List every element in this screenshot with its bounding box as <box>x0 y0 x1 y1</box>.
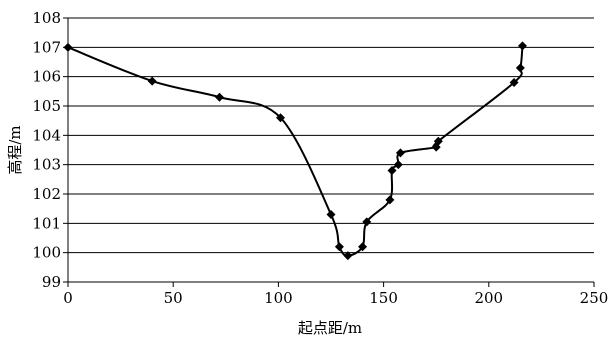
x-tick-label: 100 <box>264 289 293 307</box>
y-tick-label: 101 <box>32 214 61 232</box>
data-point <box>515 63 525 73</box>
x-tick-label: 250 <box>580 289 608 307</box>
y-tick-label: 102 <box>32 185 61 203</box>
x-tick-labels: 0 50 100 150 200 250 <box>63 289 608 307</box>
x-tick-label: 50 <box>164 289 183 307</box>
x-tick-label: 200 <box>474 289 503 307</box>
series-line <box>67 45 524 257</box>
data-point <box>517 41 527 51</box>
data-point <box>358 242 368 252</box>
data-point <box>334 242 344 252</box>
data-point <box>326 210 336 220</box>
data-point <box>387 166 397 176</box>
y-tick-label: 103 <box>32 156 61 174</box>
x-axis-title: 起点距/m <box>298 319 362 337</box>
y-tick-label: 106 <box>32 68 61 86</box>
data-point <box>509 78 519 88</box>
y-axis-title: 高程/m <box>6 125 24 174</box>
x-tick-label: 0 <box>63 289 73 307</box>
x-tick-label: 150 <box>369 289 398 307</box>
data-markers <box>63 41 527 261</box>
data-point <box>385 195 395 205</box>
y-tick-label: 99 <box>42 273 61 291</box>
data-point <box>393 160 403 170</box>
data-point <box>147 76 157 86</box>
data-point <box>63 42 73 52</box>
y-tick-label: 108 <box>32 9 61 27</box>
data-point <box>362 217 372 227</box>
axes <box>63 17 595 287</box>
data-point <box>214 92 224 102</box>
data-point <box>276 113 286 123</box>
gridlines <box>68 17 594 254</box>
y-tick-label: 100 <box>32 244 61 262</box>
y-tick-label: 107 <box>32 38 61 56</box>
y-tick-label: 104 <box>32 126 61 144</box>
data-point <box>343 251 353 261</box>
y-tick-labels: 99 100 101 102 103 104 105 106 107 108 <box>32 9 61 291</box>
y-tick-label: 105 <box>32 97 61 115</box>
data-point <box>433 136 443 146</box>
data-point <box>395 148 405 158</box>
